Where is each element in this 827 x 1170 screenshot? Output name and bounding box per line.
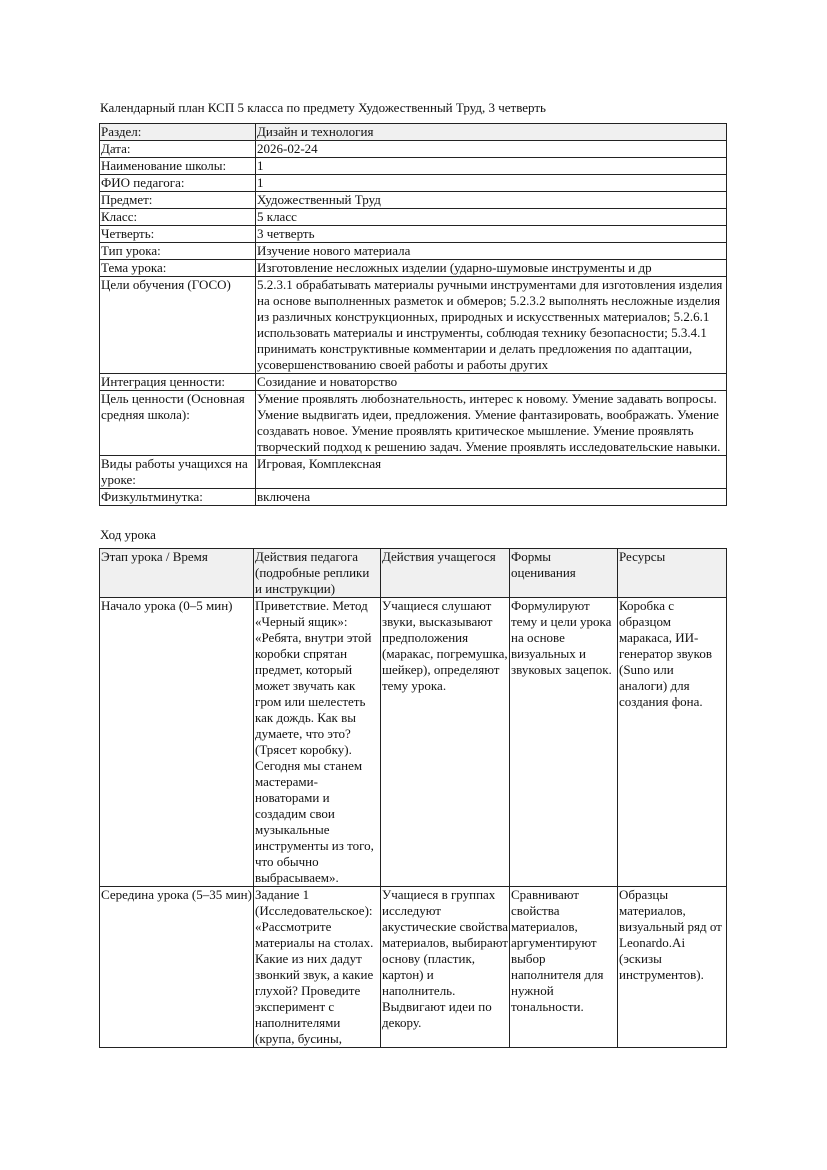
info-label: ФИО педагога: xyxy=(99,174,256,192)
column-header: Действия учащегося xyxy=(380,548,510,598)
info-label: Класс: xyxy=(99,208,256,226)
info-label: Физкультминутка: xyxy=(99,488,256,506)
info-label: Раздел: xyxy=(99,123,256,141)
info-row: Тип урока: Изучение нового материала xyxy=(99,242,727,260)
column-header: Ресурсы xyxy=(617,548,727,598)
table-cell: Коробка с образцом маракаса, ИИ-генерато… xyxy=(617,597,727,887)
column-header: Этап урока / Время xyxy=(99,548,254,598)
info-label: Наименование школы: xyxy=(99,157,256,175)
lesson-progress-table: Этап урока / Время Действия педагога (под… xyxy=(99,548,727,1048)
info-value: Созидание и новаторство xyxy=(255,373,727,391)
info-value: Изготовление несложных изделии (ударно-ш… xyxy=(255,259,727,277)
info-value: 3 четверть xyxy=(255,225,727,243)
info-label: Тема урока: xyxy=(99,259,256,277)
table-header-row: Этап урока / Время Действия педагога (под… xyxy=(99,548,727,598)
info-label: Цели обучения (ГОСО) xyxy=(99,276,256,374)
info-row: Четверть: 3 четверть xyxy=(99,225,727,243)
info-value: Умение проявлять любознательность, интер… xyxy=(255,390,727,456)
info-value: включена xyxy=(255,488,727,506)
info-value: Художественный Труд xyxy=(255,191,727,209)
info-label: Тип урока: xyxy=(99,242,256,260)
info-row: ФИО педагога: 1 xyxy=(99,174,727,192)
info-row: Виды работы учащихся на уроке: Игровая, К… xyxy=(99,455,727,489)
info-value: Игровая, Комплексная xyxy=(255,455,727,489)
info-row: Предмет: Художественный Труд xyxy=(99,191,727,209)
info-label: Предмет: xyxy=(99,191,256,209)
table-cell: Образцы материалов, визуальный ряд от Le… xyxy=(617,886,727,1048)
table-row: Середина урока (5–35 мин) Задание 1 (Иссл… xyxy=(99,886,727,1048)
info-value: Изучение нового материала xyxy=(255,242,727,260)
table-cell: Учащиеся в группах исследуют акустически… xyxy=(380,886,510,1048)
info-label: Виды работы учащихся на уроке: xyxy=(99,455,256,489)
table-cell: Формулируют тему и цели урока на основе … xyxy=(509,597,618,887)
table-cell: Середина урока (5–35 мин) xyxy=(99,886,254,1048)
info-row: Интеграция ценности: Созидание и новаторс… xyxy=(99,373,727,391)
table-cell: Учащиеся слушают звуки, высказывают пред… xyxy=(380,597,510,887)
info-value: 2026-02-24 xyxy=(255,140,727,158)
column-header: Формы оценивания xyxy=(509,548,618,598)
info-label: Цель ценности (Основная средняя школа): xyxy=(99,390,256,456)
info-row: Цели обучения (ГОСО) 5.2.3.1 обрабатывать… xyxy=(99,276,727,374)
info-label: Четверть: xyxy=(99,225,256,243)
info-value: 1 xyxy=(255,157,727,175)
info-label: Интеграция ценности: xyxy=(99,373,256,391)
column-header: Действия педагога (подробные реплики и и… xyxy=(253,548,381,598)
info-row: Раздел: Дизайн и технология xyxy=(99,123,727,141)
info-value: 5 класс xyxy=(255,208,727,226)
info-row: Физкультминутка: включена xyxy=(99,488,727,506)
info-row: Дата: 2026-02-24 xyxy=(99,140,727,158)
info-row: Тема урока: Изготовление несложных издели… xyxy=(99,259,727,277)
table-row: Начало урока (0–5 мин) Приветствие. Метод… xyxy=(99,597,727,887)
lesson-progress-heading: Ход урока xyxy=(100,527,156,542)
table-cell: Начало урока (0–5 мин) xyxy=(99,597,254,887)
table-cell: Сравнивают свойства материалов, аргумент… xyxy=(509,886,618,1048)
info-row: Класс: 5 класс xyxy=(99,208,727,226)
info-value: Дизайн и технология xyxy=(255,123,727,141)
info-label: Дата: xyxy=(99,140,256,158)
info-row: Наименование школы: 1 xyxy=(99,157,727,175)
document-title: Календарный план КСП 5 класса по предмет… xyxy=(100,100,546,115)
table-cell: Приветствие. Метод «Черный ящик»: «Ребят… xyxy=(253,597,381,887)
info-row: Цель ценности (Основная средняя школа): У… xyxy=(99,390,727,456)
info-value: 5.2.3.1 обрабатывать материалы ручными и… xyxy=(255,276,727,374)
table-cell: Задание 1 (Исследовательское): «Рассмотр… xyxy=(253,886,381,1048)
info-value: 1 xyxy=(255,174,727,192)
lesson-info-table: Раздел: Дизайн и технология Дата: 2026-02-2… xyxy=(99,123,727,506)
